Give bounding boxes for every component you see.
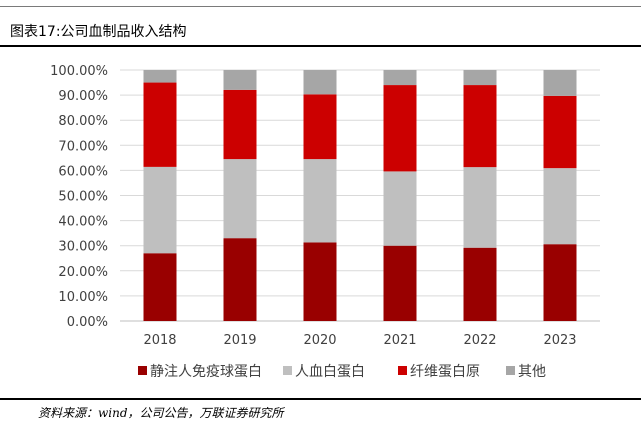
bar-segment [383, 245, 417, 321]
y-tick-label: 80.00% [58, 114, 108, 129]
bar-segment [543, 244, 577, 321]
legend: 静注人免疫球蛋白 人血白蛋白 纤维蛋白原 其他 [138, 364, 546, 380]
top-rule [0, 6, 641, 7]
bar-segment [223, 70, 257, 90]
bar-segment [463, 85, 497, 168]
gridlines [120, 69, 600, 322]
legend-swatch [506, 366, 515, 375]
y-tick-label: 20.00% [58, 265, 108, 280]
y-tick-label: 10.00% [58, 290, 108, 305]
bars [143, 70, 577, 321]
bar-segment [463, 167, 497, 248]
title-rule [0, 45, 641, 47]
x-tick-label: 2021 [383, 333, 416, 348]
bar-segment [383, 171, 417, 246]
y-tick-label: 50.00% [58, 190, 108, 205]
bar-segment [303, 94, 337, 160]
legend-swatch [398, 366, 407, 375]
bar-segment [223, 159, 257, 239]
bar-segment [143, 70, 177, 83]
figure-title: 图表17:公司血制品收入结构 [10, 24, 187, 40]
y-tick-label: 0.00% [67, 315, 108, 330]
bar-segment [463, 70, 497, 86]
bar-segment [383, 85, 417, 172]
bar-segment [543, 70, 577, 96]
x-tick-label: 2023 [543, 333, 576, 348]
legend-label: 其他 [518, 364, 546, 380]
x-tick-label: 2019 [223, 333, 256, 348]
bar-segment [223, 238, 257, 321]
bar-segment [303, 70, 337, 95]
bar-segment [543, 95, 577, 169]
legend-label: 静注人免疫球蛋白 [150, 364, 262, 380]
bar-segment [383, 70, 417, 86]
x-axis-ticks: 2018 2019 2020 2021 2022 2023 [143, 333, 576, 348]
bar-segment [303, 242, 337, 321]
y-tick-label: 30.00% [58, 240, 108, 255]
bar-segment [543, 168, 577, 245]
legend-swatch [283, 366, 292, 375]
legend-label: 人血白蛋白 [295, 364, 365, 380]
bar-segment [143, 166, 177, 254]
bar-segment [463, 247, 497, 321]
legend-swatch [138, 366, 147, 375]
y-tick-label: 70.00% [58, 139, 108, 154]
bar-segment [143, 82, 177, 167]
x-tick-label: 2020 [303, 333, 336, 348]
y-tick-label: 90.00% [58, 89, 108, 104]
x-tick-label: 2022 [463, 333, 496, 348]
y-tick-label: 100.00% [50, 64, 108, 79]
bottom-rule [0, 398, 641, 400]
y-axis-ticks: 0.00% 10.00% 20.00% 30.00% 40.00% 50.00% 60.00… [50, 64, 108, 330]
legend-label: 纤维蛋白原 [410, 364, 480, 380]
y-tick-label: 40.00% [58, 215, 108, 230]
source-note: 资料来源：wind，公司公告，万联证券研究所 [38, 406, 284, 420]
bar-segment [223, 89, 257, 160]
x-tick-label: 2018 [143, 333, 176, 348]
stacked-bar-chart: 0.00% 10.00% 20.00% 30.00% 40.00% 50.00% 60.00… [50, 64, 600, 380]
bar-segment [303, 159, 337, 243]
y-tick-label: 60.00% [58, 164, 108, 179]
bar-segment [143, 253, 177, 321]
